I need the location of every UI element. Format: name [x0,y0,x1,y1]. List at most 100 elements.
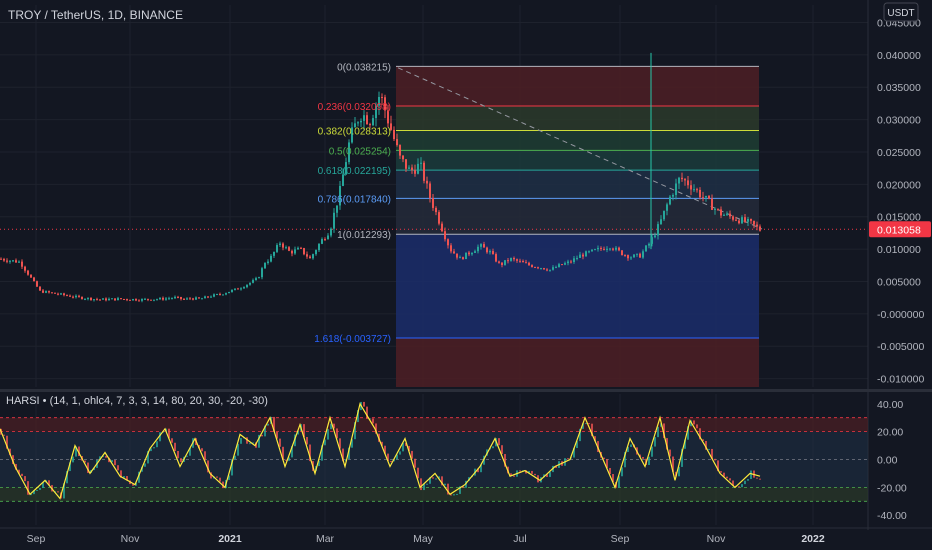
harsi-line [0,402,761,500]
harsi-bar [549,472,551,477]
harsi-bar [705,440,707,450]
time-axis[interactable]: Sep Nov 2021 Mar May Jul Sep Nov 2022 [0,527,932,545]
harsi-bar [624,451,626,468]
indicator-axis[interactable]: 40.00 20.00 0.00 -20.00 -40.00 [877,399,907,522]
candle-body [441,223,443,232]
fib-band-0 [396,66,759,107]
harsi-bar [396,454,398,460]
candle-body [552,267,554,270]
harsi-bar [603,457,605,460]
candle-body [378,96,380,106]
candle-body [462,257,464,260]
harsi-bar [105,455,107,458]
candle-body [243,287,245,289]
candle-body [612,248,614,250]
harsi-bar [285,459,287,461]
harsi-bar [426,483,428,485]
time-tick-1: Nov [121,533,140,545]
candle-body [588,251,590,253]
symbol-title[interactable]: TROY / TetherUS, 1D, BINANCE [8,8,183,22]
candle-body [450,245,452,252]
candle-body [33,277,35,282]
candle-body [486,247,488,253]
harsi-bar [180,458,182,463]
harsi-bar [717,460,719,472]
candle-body [507,260,509,262]
harsi-bar [708,448,710,450]
candle-body [684,179,686,181]
harsi-bar [417,467,419,479]
indicator-title[interactable]: HARSI • (14, 1, ohlc4, 7, 3, 3, 14, 80, … [6,395,268,407]
candle-body [498,261,500,263]
harsi-bar [147,451,149,464]
harsi-bar [759,478,761,480]
candle-body [207,296,209,298]
candle-body [423,162,425,181]
candle-body [456,253,458,258]
candle-body [549,269,551,271]
candle-body [60,293,62,295]
candle-body [735,219,737,221]
harsi-bar [354,422,356,440]
harsi-bar [207,460,209,473]
candle-body [78,295,80,297]
candle-body [108,298,110,301]
harsi-bar [627,446,629,452]
fib-band-6 [396,234,759,338]
candle-body [633,254,635,258]
harsi-bar [423,483,425,491]
candle-body [516,259,518,261]
harsi-bar [543,474,545,478]
candle-body [690,185,692,190]
candle-body [105,298,107,301]
candle-body [405,159,407,169]
candle-body [660,219,662,225]
harsi-bar [279,438,281,447]
candle-body [567,261,569,264]
harsi-bar [246,437,248,444]
harsi-bar [438,476,440,479]
candle-body [87,297,89,299]
currency-button[interactable] [883,2,919,22]
candle-body [543,268,545,270]
harsi-bar [435,478,437,480]
fibonacci-retracement[interactable] [396,65,759,387]
candle-body [663,210,665,220]
harsi-bar [573,448,575,458]
price-tick-5: 0.020000 [877,179,921,191]
harsi-bar [153,447,155,449]
candle-body [111,298,113,300]
candle-body [720,209,722,216]
harsi-bar [336,428,338,439]
candle-body [276,245,278,252]
candle-body [594,249,596,251]
candle-body [162,297,164,300]
candle-body [210,296,212,298]
pane-separator[interactable] [0,389,932,392]
candle-body [132,299,134,301]
candle-body [336,205,338,213]
harsi-bar [639,454,641,457]
harsi-bar [87,462,89,473]
harsi-bar [606,459,608,468]
candle-body [222,294,224,296]
candle-body [693,189,695,191]
time-tick-2: 2021 [218,533,242,545]
harsi-bar [699,428,701,440]
fib-trend-line[interactable] [397,67,763,230]
candle-body [576,257,578,259]
candle-body [231,289,233,292]
candle-body [402,155,404,160]
harsi-bar [384,445,386,454]
harsi-bar [519,470,521,472]
candle-body [129,299,131,301]
harsi-bar [255,442,257,448]
price-axis[interactable]: 0.0450000.0400000.0350000.0300000.025000… [867,0,931,530]
candle-body [96,299,98,301]
candle-body [267,261,269,263]
candle-body [240,288,242,290]
candle-body [48,291,50,293]
harsi-bar [123,476,125,478]
candle-body [150,299,152,301]
